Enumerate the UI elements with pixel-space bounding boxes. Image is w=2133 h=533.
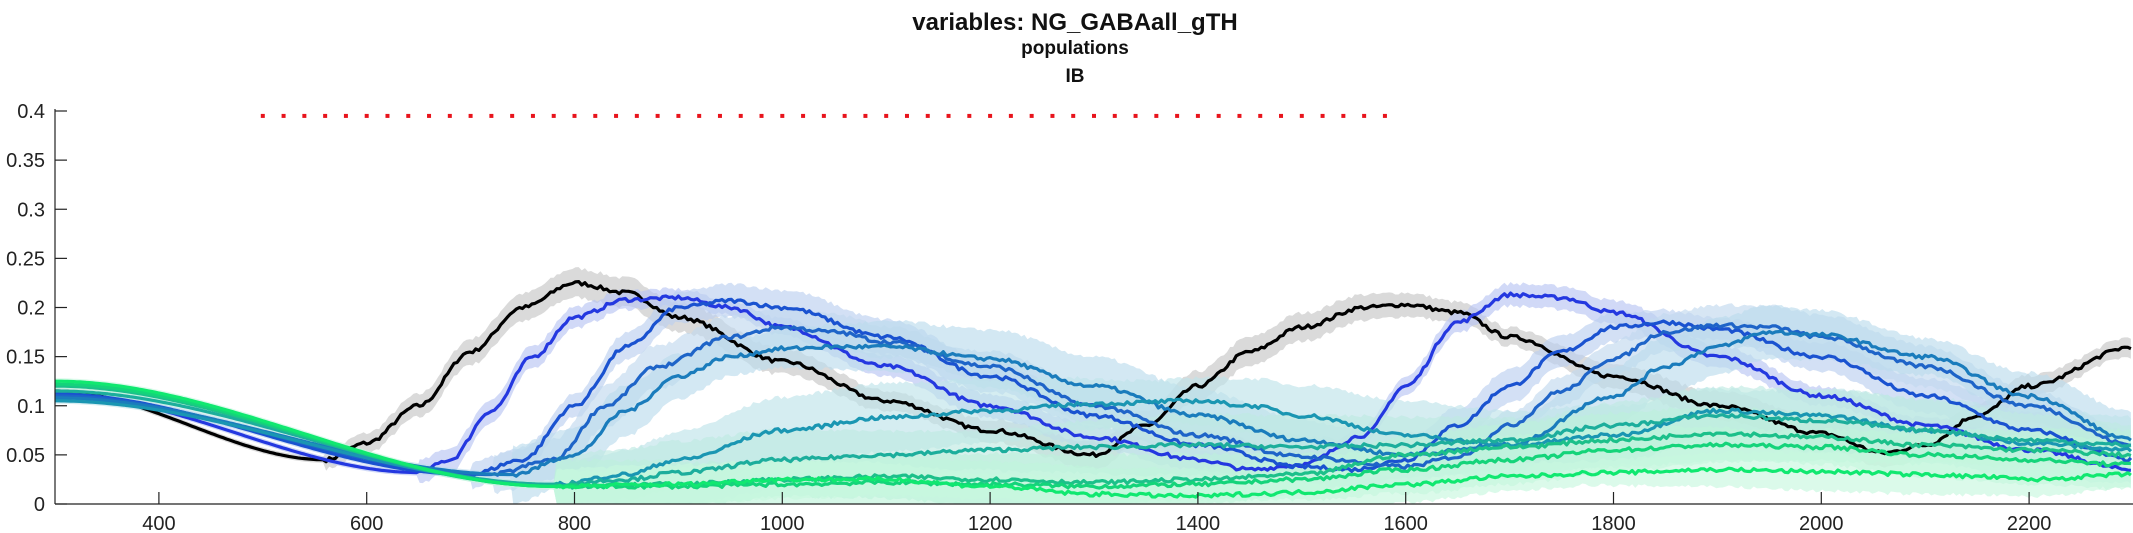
marker-dot [1071, 113, 1076, 118]
marker-dot [614, 113, 619, 118]
y-tick-label: 0.25 [6, 248, 45, 270]
marker-dot [385, 113, 390, 118]
marker-dot [801, 113, 806, 118]
y-tick-label: 0.3 [17, 199, 45, 221]
marker-dot [281, 113, 286, 118]
y-tick-label: 0.35 [6, 150, 45, 172]
y-tick-label: 0.05 [6, 445, 45, 467]
x-tick-label: 1000 [760, 513, 805, 533]
x-tick-label: 1600 [1383, 513, 1428, 533]
marker-dot [1382, 113, 1387, 118]
marker-dot [1050, 113, 1055, 118]
marker-dot [738, 113, 743, 118]
marker-dot [447, 113, 452, 118]
x-tick-label: 1400 [1176, 513, 1221, 533]
series-band-3 [55, 282, 2131, 490]
marker-dot [884, 113, 889, 118]
marker-dot [510, 113, 515, 118]
marker-dot [1092, 113, 1096, 118]
marker-dot [925, 113, 930, 118]
marker-dot [364, 113, 369, 118]
y-tick-label: 0.2 [17, 298, 45, 320]
marker-dot [593, 113, 598, 118]
y-ticks: 0 0.05 0.1 0.15 0.2 0.25 0.3 0.35 0.4 [6, 101, 67, 516]
marker-dot [1133, 113, 1138, 118]
series-line-10 [55, 379, 2132, 499]
y-tick-label: 0.1 [17, 396, 45, 418]
series-line-3 [55, 297, 2133, 478]
marker-dot [780, 113, 785, 118]
x-tick-label: 400 [142, 513, 175, 533]
marker-dot [551, 113, 556, 118]
x-tick-label: 1800 [1591, 513, 1636, 533]
marker-dot [1112, 113, 1117, 118]
marker-dot [634, 113, 639, 118]
x-tick-label: 600 [350, 513, 383, 533]
x-tick-label: 2200 [2007, 513, 2052, 533]
marker-dot [489, 113, 494, 118]
marker-dot [1299, 113, 1304, 118]
marker-dot [406, 113, 411, 118]
marker-dot [468, 113, 473, 118]
marker-dot [1216, 113, 1221, 118]
marker-dot [842, 113, 847, 118]
marker-dot [946, 113, 951, 118]
y-tick-label: 0.15 [6, 347, 45, 369]
marker-dot [1237, 113, 1242, 118]
marker-dot [759, 113, 764, 118]
marker-dot [343, 113, 348, 118]
marker-dot [988, 113, 993, 118]
marker-dot [717, 113, 722, 118]
marker-dot [904, 113, 909, 118]
marker-dot [530, 113, 535, 118]
marker-dot [1362, 113, 1367, 118]
y-tick-label: 0 [34, 494, 45, 516]
marker-dot [697, 113, 702, 118]
x-tick-label: 800 [558, 513, 591, 533]
series-line-6 [55, 397, 2133, 488]
chart-subtitle: populations [1021, 38, 1129, 59]
y-tick-label: 0.4 [17, 101, 45, 123]
marker-dot [1279, 113, 1284, 118]
marker-dot [427, 113, 432, 118]
x-tick-label: 2000 [1799, 513, 1844, 533]
marker-dot [1320, 113, 1325, 118]
marker-dot [260, 113, 265, 118]
marker-dot [655, 113, 660, 118]
marker-dot [1029, 113, 1034, 118]
series-line-1 [55, 280, 2132, 464]
marker-dot [302, 113, 307, 118]
marker-dot [1154, 113, 1159, 118]
marker-dot [1175, 113, 1180, 118]
marker-dot [676, 113, 681, 118]
marker-dot [572, 113, 577, 118]
marker-dots [260, 113, 1387, 118]
chart-title: variables: NG_GABAall_gTH [912, 9, 1237, 36]
marker-dot [967, 113, 972, 118]
marker-dot [1341, 113, 1346, 118]
series-lines [55, 280, 2133, 499]
chart-subtitle-population: IB [1066, 66, 1085, 87]
marker-dot [323, 113, 328, 118]
x-ticks: 400 600 800 1000 1200 1400 1600 1800 2000 2200 [142, 492, 2051, 533]
marker-dot [1258, 113, 1263, 118]
marker-dot [821, 113, 826, 118]
marker-dot [1008, 113, 1013, 118]
series-line-2 [55, 291, 2132, 475]
marker-dot [863, 113, 868, 118]
x-tick-label: 1200 [968, 513, 1013, 533]
marker-dot [1195, 113, 1200, 118]
